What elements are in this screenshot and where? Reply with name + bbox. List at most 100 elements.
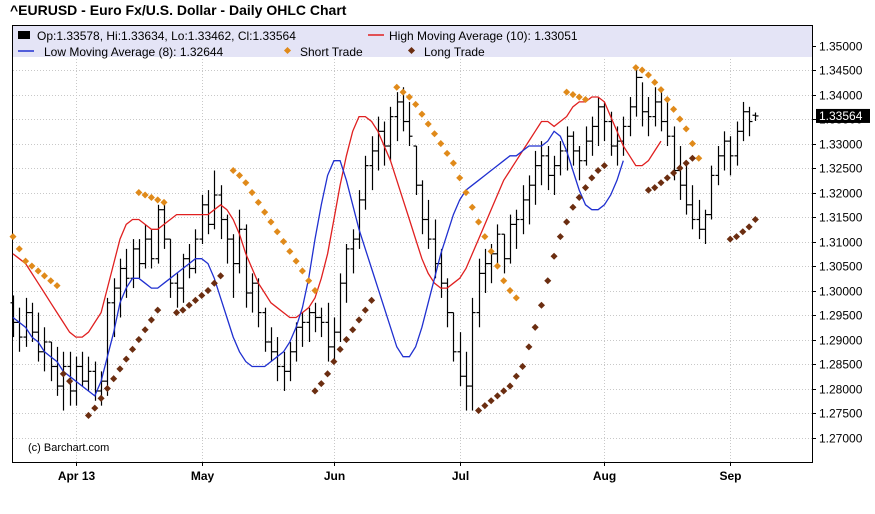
ohlc-bar [658, 92, 665, 132]
y-tick-label: 1.33000 [819, 138, 863, 152]
short-trade-marker [305, 277, 313, 285]
x-tick-label: May [191, 469, 215, 483]
ohlc-bar [174, 273, 181, 308]
short-trade-marker [298, 267, 306, 275]
y-tick-label: 1.35000 [819, 40, 863, 54]
long-trade-marker [732, 233, 741, 241]
long-trade-marker [519, 362, 527, 371]
ohlc-bar [463, 351, 470, 411]
y-tick-label: 1.30000 [819, 285, 863, 299]
short-trade-marker [462, 189, 470, 197]
long-trade-marker [349, 326, 357, 334]
long-trade-marker [185, 301, 193, 309]
ohlc-bar [406, 101, 413, 147]
short-trade-marker [405, 93, 413, 101]
long-trade-marker [506, 382, 514, 390]
last-price-value: 1.33564 [819, 109, 863, 123]
short-trade-marker [670, 105, 678, 113]
ohlc-bar [343, 244, 350, 303]
ohlc-bar [123, 248, 130, 298]
short-trade-marker [22, 257, 30, 265]
ohlc-bar [595, 97, 602, 147]
long-trade-marker [745, 223, 753, 231]
y-tick-label: 1.30500 [819, 260, 863, 274]
ohlc-bar [740, 101, 747, 142]
chart-title: ^EURUSD - Euro Fx/U.S. Dollar - Daily OH… [10, 2, 347, 18]
x-tick-label: Sep [719, 469, 741, 483]
y-tick-label: 1.29500 [819, 309, 863, 323]
long-trade-marker [204, 287, 212, 295]
long-trade-marker [676, 164, 684, 172]
short-trade-marker [657, 86, 665, 94]
y-tick-label: 1.32000 [819, 187, 863, 201]
long-trade-marker [97, 394, 105, 402]
ohlc-bar [287, 341, 294, 382]
y-tick-label: 1.28500 [819, 358, 863, 372]
long-trade-marker [556, 233, 564, 241]
long-trade-marker [91, 404, 99, 412]
legend-long-trade: Long Trade [424, 45, 485, 59]
short-trade-marker [688, 140, 697, 148]
short-trade-marker [393, 83, 401, 91]
long-trade-marker [84, 411, 93, 419]
legend-high-ma: High Moving Average (10): 1.33051 [389, 29, 578, 43]
ohlc-bar [381, 121, 388, 166]
ohlc-bar [696, 199, 703, 240]
ohlc-bar [79, 351, 86, 387]
ohlc-bar [337, 273, 344, 342]
short-trade-marker [581, 95, 590, 104]
short-trade-marker [141, 191, 149, 199]
ohlc-bar [557, 141, 564, 176]
short-trade-marker [229, 166, 237, 175]
ohlc-bar [450, 311, 457, 362]
short-trade-marker [261, 208, 269, 216]
short-trade-marker [481, 233, 489, 241]
long-trade-marker [493, 392, 501, 400]
ohlc-bar [167, 238, 174, 298]
ohlc-bar [306, 307, 313, 342]
ohlc-bar [23, 297, 30, 347]
ohlc-bar [211, 170, 218, 230]
long-trade-marker [355, 316, 363, 324]
short-trade-marker [575, 93, 583, 101]
ohlc-bar [419, 180, 426, 235]
ohlc-bar [438, 248, 445, 298]
long-trade-marker [198, 291, 206, 299]
ohlc-bar [218, 185, 225, 240]
long-trade-marker [525, 343, 533, 351]
long-trade-marker [531, 323, 539, 331]
legend-ohlc: Op:1.33578, Hi:1.33634, Lo:1.33462, Cl:1… [37, 29, 296, 43]
short-trade-markers [9, 64, 703, 302]
ohlc-bar [318, 307, 325, 338]
short-trade-marker [279, 238, 288, 246]
short-trade-marker [273, 228, 281, 236]
long-trade-marker [361, 306, 369, 314]
x-tick-label: Jul [452, 469, 469, 483]
long-trade-marker [317, 380, 325, 388]
long-trade-markers [59, 154, 759, 419]
ohlc-bar [142, 224, 149, 269]
y-tick-label: 1.34000 [819, 89, 863, 103]
short-trade-marker [493, 262, 501, 270]
ohlc-bar [224, 214, 231, 264]
short-trade-marker [28, 262, 36, 270]
ohlc-bar [633, 67, 640, 117]
short-trade-marker [676, 115, 684, 123]
legend-low-ma: Low Moving Average (8): 1.32644 [44, 45, 224, 59]
ohlc-bar [715, 146, 722, 186]
long-trade-marker [368, 296, 376, 304]
ohlc-bar [155, 204, 162, 264]
ohlc-bar [325, 302, 332, 362]
long-trade-marker [141, 326, 149, 334]
long-trade-marker [179, 306, 187, 314]
short-trade-marker [663, 95, 671, 104]
short-trade-marker [147, 193, 155, 201]
short-trade-marker [563, 88, 571, 96]
ohlc-bar [652, 87, 659, 127]
ohlc-bar [513, 209, 520, 249]
long-trade-marker [739, 228, 747, 236]
long-trade-marker [210, 279, 218, 287]
ohlc-bar [394, 92, 401, 142]
ohlc-bar [708, 165, 715, 220]
